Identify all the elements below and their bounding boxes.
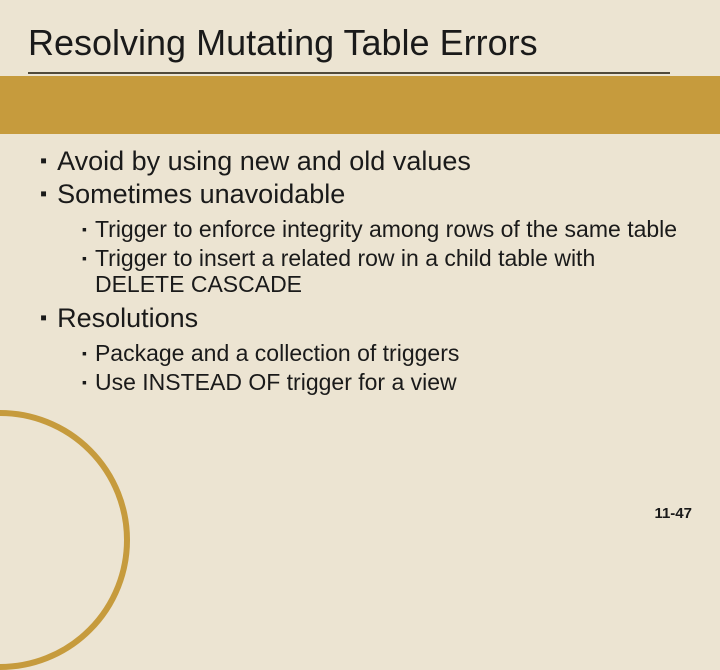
bullet-text: Sometimes unavoidable: [57, 179, 345, 210]
bullet-lvl2: ▪ Use INSTEAD OF trigger for a view: [82, 369, 680, 395]
bullet-lvl2: ▪ Package and a collection of triggers: [82, 340, 680, 366]
square-bullet-icon: ▪: [40, 151, 47, 171]
square-bullet-icon: ▪: [40, 184, 47, 204]
square-bullet-icon: ▪: [82, 222, 87, 236]
square-bullet-icon: ▪: [82, 375, 87, 389]
bullet-text: Use INSTEAD OF trigger for a view: [95, 369, 457, 395]
sub-bullet-group: ▪ Package and a collection of triggers ▪…: [82, 340, 680, 395]
bullet-lvl1: ▪ Resolutions: [40, 303, 680, 334]
bullet-lvl1: ▪ Avoid by using new and old values: [40, 146, 680, 177]
bullet-lvl1: ▪ Sometimes unavoidable: [40, 179, 680, 210]
square-bullet-icon: ▪: [82, 251, 87, 265]
bullet-text: Trigger to enforce integrity among rows …: [95, 216, 677, 242]
square-bullet-icon: ▪: [40, 308, 47, 328]
bullet-text: Resolutions: [57, 303, 198, 334]
title-underline: [28, 72, 670, 74]
corner-arc-decoration: [0, 410, 130, 670]
sub-bullet-group: ▪ Trigger to enforce integrity among row…: [82, 216, 680, 297]
bullet-lvl2: ▪ Trigger to insert a related row in a c…: [82, 245, 680, 298]
page-number: 11-47: [654, 505, 692, 522]
bullet-text: Package and a collection of triggers: [95, 340, 459, 366]
content-area: ▪ Avoid by using new and old values ▪ So…: [40, 146, 680, 401]
bullet-text: Avoid by using new and old values: [57, 146, 471, 177]
title-band: [0, 76, 720, 134]
bullet-lvl2: ▪ Trigger to enforce integrity among row…: [82, 216, 680, 242]
slide: Resolving Mutating Table Errors ▪ Avoid …: [0, 0, 720, 540]
slide-title: Resolving Mutating Table Errors: [28, 22, 538, 64]
square-bullet-icon: ▪: [82, 346, 87, 360]
bullet-text: Trigger to insert a related row in a chi…: [95, 245, 680, 298]
